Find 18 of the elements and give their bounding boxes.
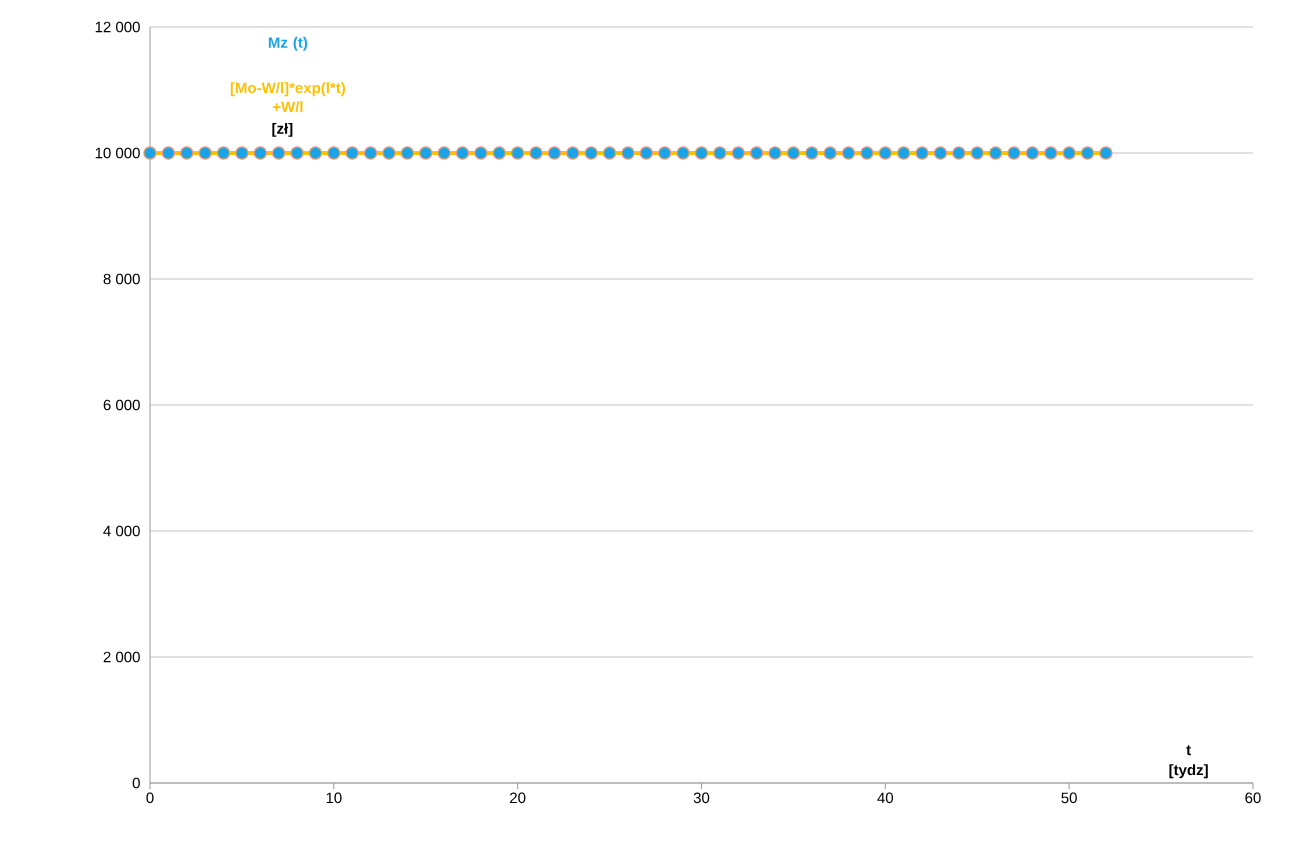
text: [Mo-W/l]*exp(l*t) +W/l (230, 82, 346, 113)
x-tick-label: 30 (693, 792, 710, 804)
y-tick-label: 6 000 (103, 399, 140, 411)
x-tick-label: 40 (877, 792, 894, 804)
y-tick-label: 10 000 (95, 147, 140, 159)
y-tick-label: 0 (132, 777, 140, 789)
y-tick-label: 2 000 (103, 651, 140, 663)
x-tick-label: 50 (1061, 792, 1077, 804)
x-axis-title: t [tydz] (1169, 745, 1208, 779)
y-axis-title: [zł] (272, 122, 293, 137)
x-tick-label: 0 (146, 792, 154, 804)
x-tick-label: 20 (510, 792, 526, 804)
x-tick-label: 60 (1245, 792, 1261, 804)
y-tick-label: 12 000 (95, 21, 140, 33)
y-tick-label: 8 000 (103, 273, 140, 285)
text: Mz (t) (268, 36, 308, 51)
y-tick-label: 4 000 (103, 525, 140, 537)
x-tick-label: 10 (326, 792, 342, 804)
